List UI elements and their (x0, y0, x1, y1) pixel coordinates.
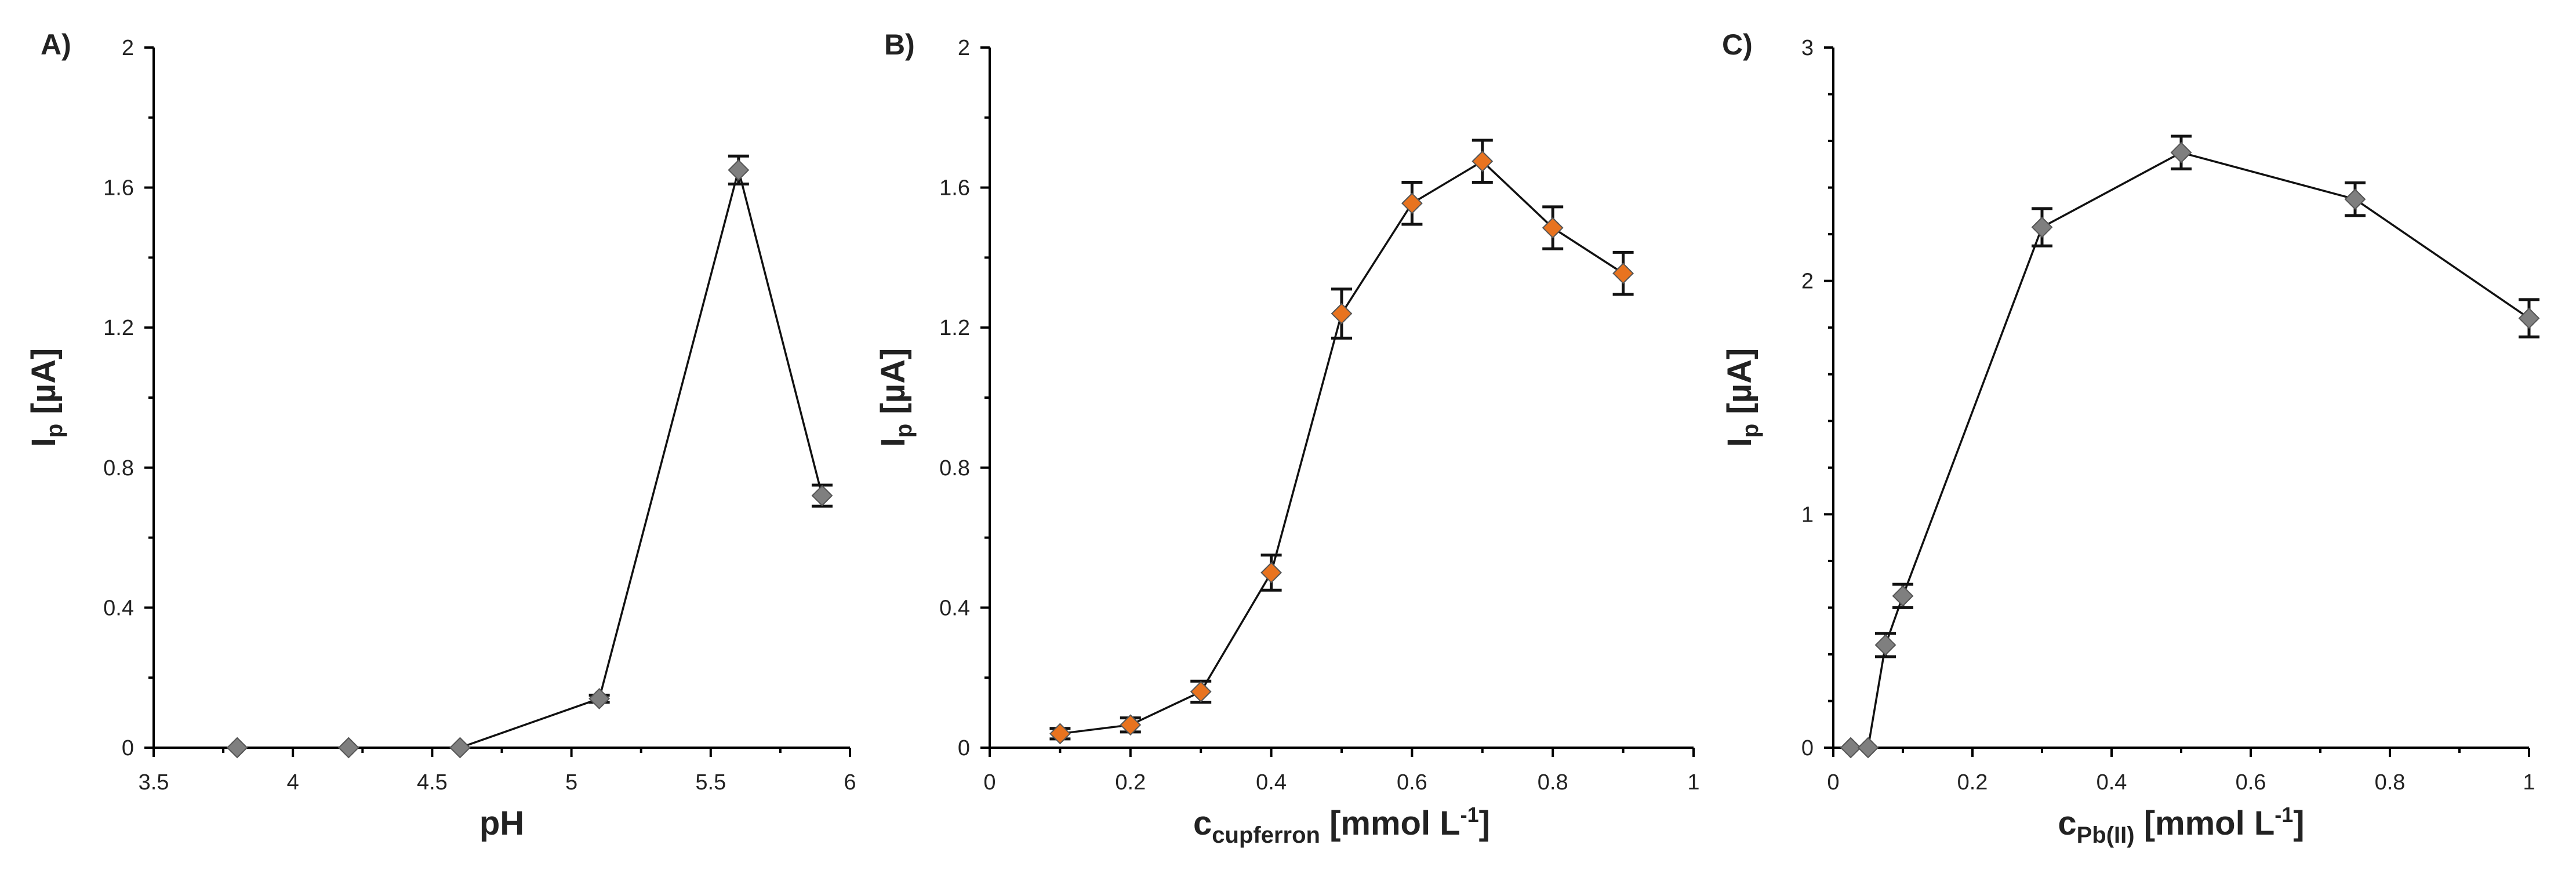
x-tick-label: 5 (565, 770, 577, 795)
data-point (1049, 723, 1071, 745)
data-point (337, 737, 359, 759)
data-point (1857, 737, 1879, 759)
data-point (1472, 150, 1494, 172)
y-tick-label: 0 (958, 736, 970, 760)
data-point (2344, 188, 2366, 210)
data-point (1120, 714, 1142, 736)
x-axis-title: cPb(II) [mmol L-1] (2058, 803, 2304, 848)
panel-label: A) (41, 28, 71, 61)
series-line (459, 166, 823, 749)
y-tick-label: 0.8 (103, 456, 134, 480)
x-tick-label: 0.8 (1538, 770, 1568, 795)
data-point (811, 485, 833, 507)
x-tick-label: 4 (287, 770, 299, 795)
y-axis-title: Ip [µA] (25, 348, 67, 447)
data-point (1260, 562, 1282, 584)
x-tick-label: 0.4 (2097, 770, 2127, 795)
data-point (2518, 307, 2540, 329)
data-point (2031, 216, 2053, 238)
y-tick-label: 0 (1801, 736, 1814, 760)
data-point (2170, 141, 2192, 163)
y-tick-label: 0.8 (939, 456, 970, 480)
panel-label: B) (884, 28, 915, 61)
y-tick-label: 2 (1801, 270, 1814, 294)
data-point (1874, 634, 1896, 656)
data-point (1401, 192, 1423, 214)
y-tick-label: 1.6 (103, 176, 134, 201)
y-tick-label: 1.2 (103, 316, 134, 340)
y-tick-label: 3 (1801, 36, 1814, 60)
y-tick-label: 1.6 (939, 176, 970, 201)
x-axis-title: ccupferron [mmol L-1] (1193, 803, 1490, 848)
x-tick-label: 0.6 (2236, 770, 2266, 795)
y-tick-label: 1 (1801, 503, 1814, 527)
x-tick-label: 0.2 (1115, 770, 1146, 795)
series-line (1060, 160, 1624, 735)
x-tick-label: 3.5 (139, 770, 169, 795)
x-axis-title: pH (479, 804, 524, 842)
x-tick-label: 0.2 (1957, 770, 1988, 795)
y-tick-label: 0 (122, 736, 134, 760)
panel-2: B) 0 0.2 0.4 0.6 0.8 1 0 0.4 0.8 1.2 1.6 2 Ip [µA] ccu… (874, 28, 1700, 848)
x-tick-label: 0.8 (2375, 770, 2406, 795)
x-tick-label: 0.6 (1397, 770, 1427, 795)
data-point (588, 688, 611, 709)
x-tick-label: 4.5 (417, 770, 448, 795)
data-point (449, 737, 471, 759)
x-tick-label: 0 (983, 770, 995, 795)
y-tick-label: 0.4 (939, 596, 970, 620)
x-tick-label: 0 (1827, 770, 1839, 795)
series-line (1851, 151, 2530, 749)
y-axis-title: Ip [µA] (874, 348, 917, 447)
y-axis-title: Ip [µA] (1721, 348, 1763, 447)
data-point (1190, 680, 1212, 702)
x-tick-label: 1 (2523, 770, 2535, 795)
data-point (728, 159, 750, 181)
panel-1: A) 3.5 4 4.5 5 5.5 6 0 0.4 0.8 1.2 1.6 2 Ip [µA] pH (25, 28, 856, 842)
panel-label: C) (1722, 28, 1753, 61)
y-tick-label: 1.2 (939, 316, 970, 340)
y-tick-label: 0.4 (103, 596, 134, 620)
data-point (1892, 585, 1914, 607)
data-point (1542, 217, 1564, 239)
y-tick-label: 2 (122, 36, 134, 60)
data-point (1331, 303, 1353, 325)
y-tick-label: 2 (958, 36, 970, 60)
data-point (1612, 263, 1634, 284)
x-tick-label: 6 (844, 770, 856, 795)
data-point (226, 737, 248, 759)
x-tick-label: 1 (1687, 770, 1699, 795)
panel-3: C) 0 0.2 0.4 0.6 0.8 1 0 1 2 3 Ip [µA] cPb(II) [mmol… (1721, 28, 2540, 848)
data-point (1840, 737, 1862, 759)
x-tick-label: 5.5 (695, 770, 726, 795)
x-tick-label: 0.4 (1256, 770, 1287, 795)
